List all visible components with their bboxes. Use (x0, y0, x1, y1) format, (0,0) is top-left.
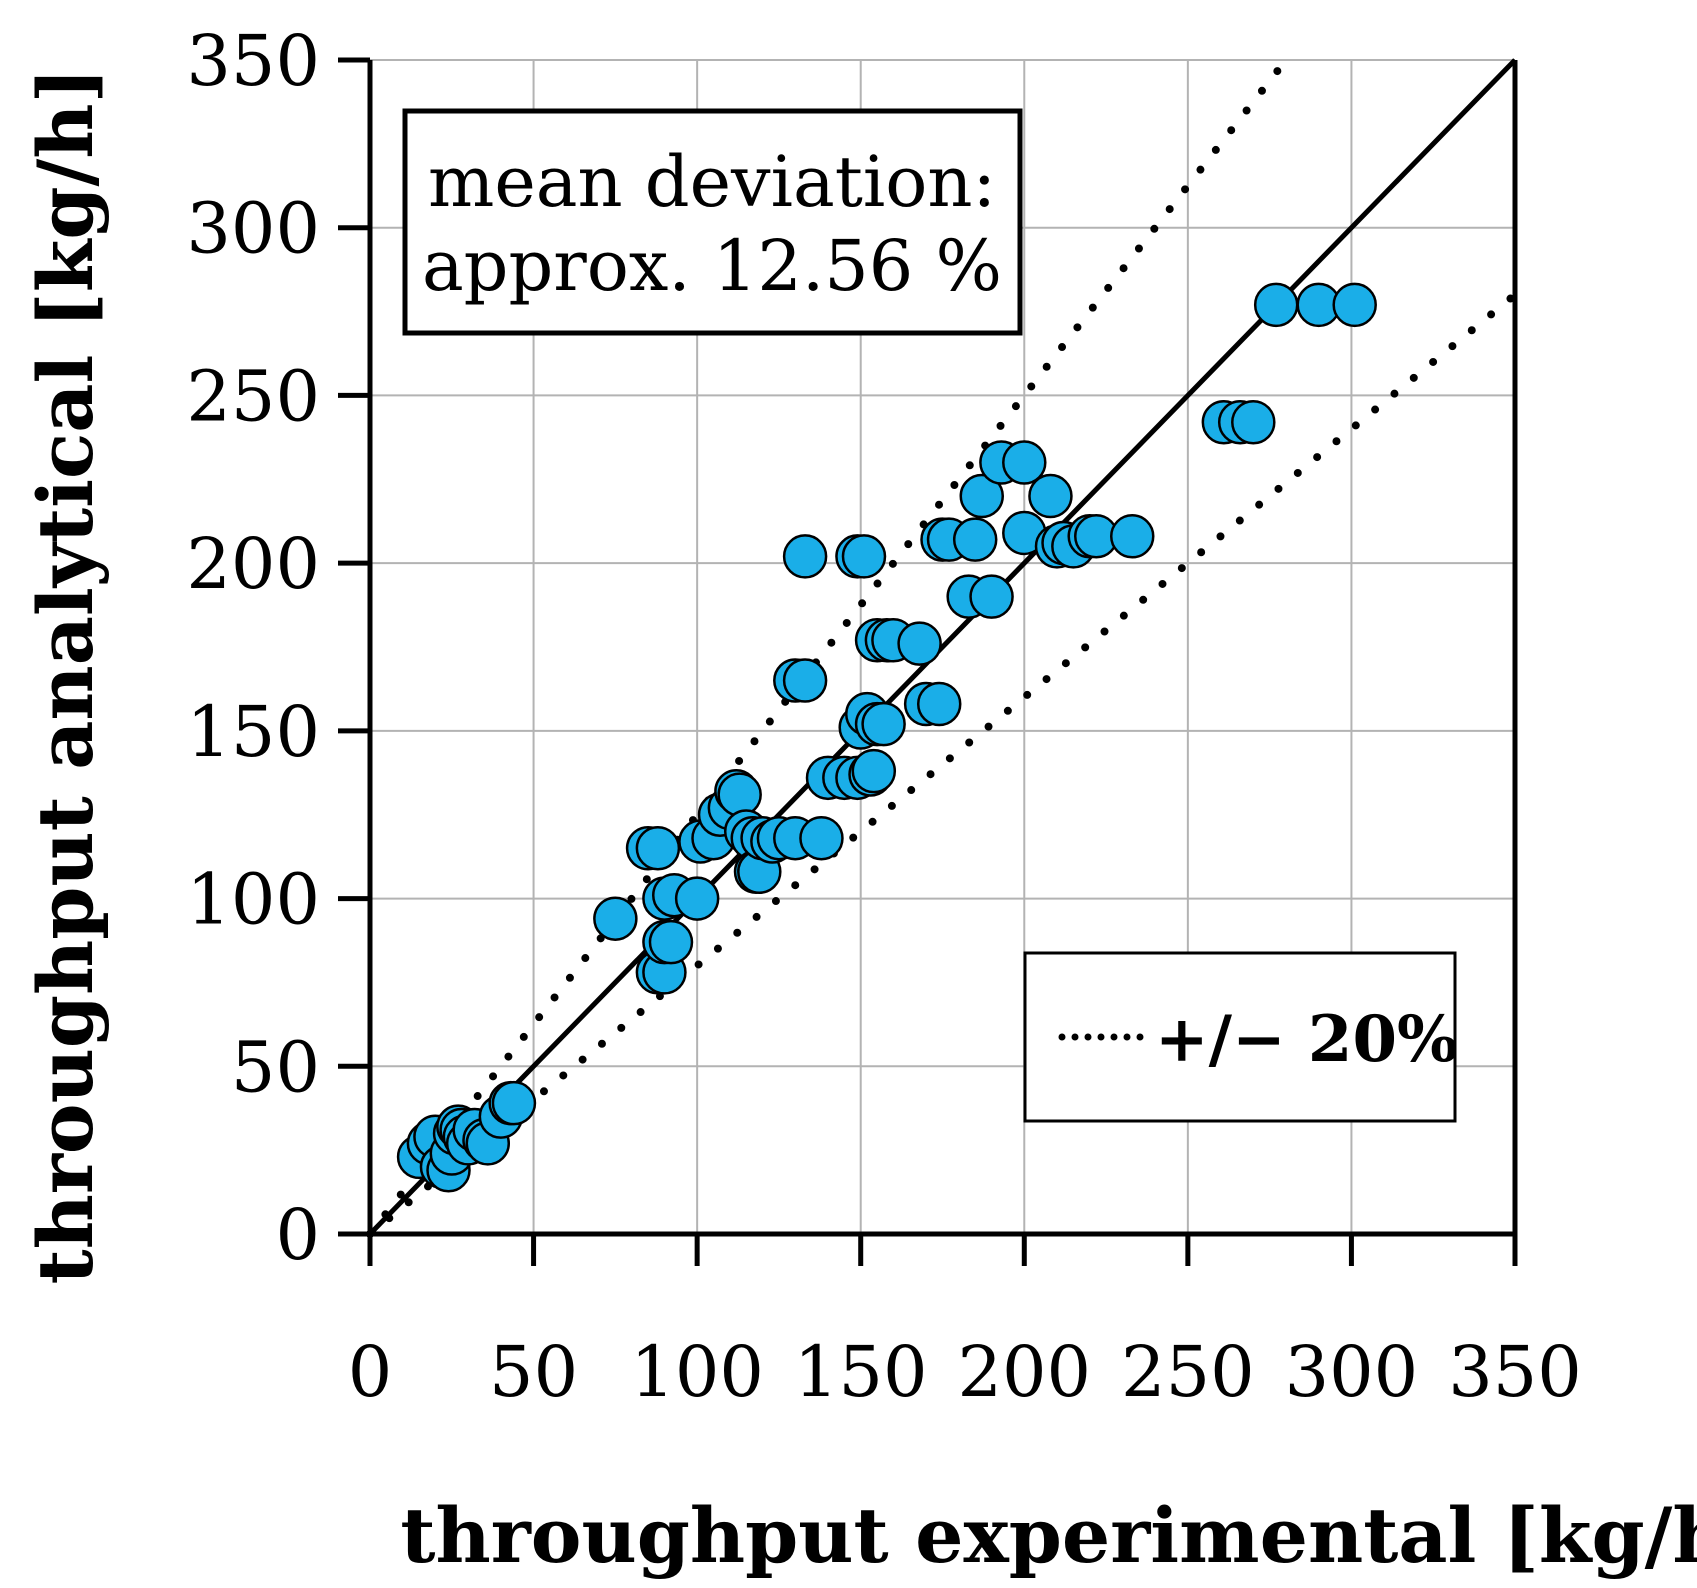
y-tick-label: 50 (231, 1026, 320, 1108)
x-tick-label: 150 (794, 1331, 928, 1413)
data-point (648, 919, 694, 965)
data-point (841, 534, 887, 579)
data-point (1231, 400, 1276, 445)
legend-label: +/− 20% (1155, 1002, 1458, 1077)
data-point (959, 473, 1005, 519)
data-point (717, 772, 762, 817)
x-axis-title: throughput experimental [kg/h] (400, 1491, 1697, 1580)
y-tick-label: 300 (186, 188, 320, 270)
y-tick-label: 200 (186, 523, 320, 605)
data-point (593, 896, 638, 941)
data-point (674, 876, 720, 921)
reference-line-ideal (368, 58, 1517, 1236)
y-tick-label: 250 (186, 355, 320, 437)
tick-labels: 0 50 100 150 200 250 300 350 0 50 100 150 200 250 300 3… (186, 20, 1581, 1413)
x-tick-label: 350 (1448, 1331, 1582, 1413)
legend-frame (1023, 951, 1457, 1123)
data-point (491, 1080, 537, 1126)
x-tick-label: 300 (1285, 1331, 1419, 1413)
data-points (396, 282, 1377, 1193)
data-point (851, 748, 897, 794)
reference-lines (366, 56, 1519, 1238)
x-tick-label: 250 (1121, 1331, 1255, 1413)
data-point (1028, 473, 1073, 519)
data-point (952, 517, 998, 562)
data-point (799, 815, 844, 861)
y-axis-title: throughput analytical [kg/h] (21, 67, 110, 1284)
mean-deviation-line2: approx. 12.56 % (422, 225, 1002, 307)
y-tick-label: 0 (275, 1194, 320, 1276)
data-point (1332, 282, 1377, 328)
x-tick-label: 100 (630, 1331, 764, 1413)
axes (338, 57, 1518, 1266)
data-point (1253, 282, 1299, 328)
data-point (782, 658, 828, 703)
data-point (916, 681, 962, 727)
x-tick-label: 0 (348, 1331, 393, 1413)
mean-deviation-box: mean deviation: approx. 12.56 % (402, 108, 1023, 336)
x-tick-label: 50 (489, 1331, 578, 1413)
data-point (861, 701, 906, 747)
x-tick-label: 200 (957, 1331, 1091, 1413)
legend: +/− 20% (1023, 951, 1458, 1123)
y-tick-label: 350 (186, 20, 320, 102)
data-point (969, 574, 1014, 619)
reference-line-minus-20- (366, 290, 1519, 1238)
data-point (635, 826, 681, 871)
data-point (897, 621, 942, 666)
data-point (1109, 514, 1155, 559)
data-point (782, 534, 828, 579)
y-tick-label: 150 (186, 691, 320, 773)
reference-line-plus-20- (366, 56, 1290, 1238)
mean-deviation-frame (402, 108, 1023, 336)
y-tick-label: 100 (186, 859, 320, 941)
mean-deviation-line1: mean deviation: (428, 141, 996, 223)
data-point (1002, 440, 1047, 485)
